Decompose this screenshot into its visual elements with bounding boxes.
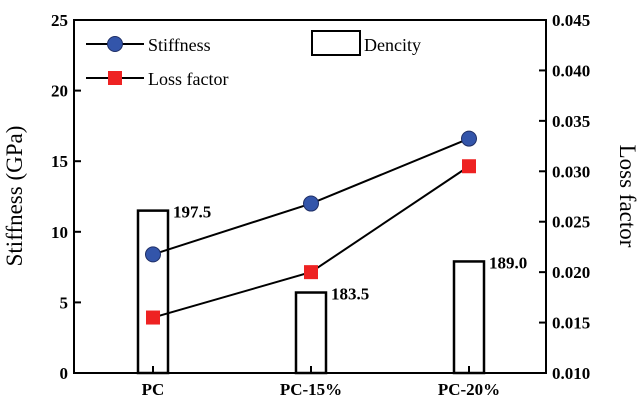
x-tick-label: PC-20%	[438, 380, 500, 399]
density-label: 183.5	[331, 285, 369, 304]
x-axis-ticks: PC PC-15% PC-20%	[142, 366, 500, 399]
density-bars	[136, 209, 486, 375]
legend-stiffness-marker	[107, 36, 123, 52]
legend-stiffness-label: Stiffness	[148, 35, 211, 55]
loss-factor-point	[304, 265, 318, 280]
legend: Stiffness Loss factor Dencity	[86, 30, 421, 89]
legend-loss-marker	[108, 71, 122, 85]
left-tick-label: 10	[51, 223, 68, 242]
right-tick-label: 0.035	[552, 112, 590, 131]
legend-density-label: Dencity	[364, 35, 421, 55]
right-tick-label: 0.045	[552, 11, 590, 30]
x-tick-label: PC-15%	[280, 380, 342, 399]
right-tick-label: 0.040	[552, 61, 590, 80]
right-tick-label: 0.030	[552, 162, 590, 181]
right-tick-label: 0.010	[552, 364, 590, 383]
right-tick-label: 0.020	[552, 263, 590, 282]
loss-factor-point	[462, 159, 476, 174]
series-markers	[145, 130, 477, 325]
series-lines	[152, 137, 470, 319]
right-axis-title: Loss factor	[615, 145, 637, 248]
right-tick-label: 0.015	[552, 314, 590, 333]
left-axis-title: Stiffness (GPa)	[2, 126, 27, 267]
left-tick-label: 25	[51, 11, 68, 30]
right-axis-ticks: 0.010 0.015 0.020 0.025 0.030 0.035 0.040 0.045	[539, 11, 590, 383]
left-axis-ticks: 0 5 10 15 20 25	[51, 11, 81, 383]
density-labels: 197.5 183.5 189.0	[173, 203, 527, 304]
left-tick-label: 15	[51, 152, 68, 171]
density-label: 189.0	[489, 253, 527, 272]
loss-factor-point	[146, 310, 160, 325]
stiffness-point	[461, 130, 477, 147]
stiffness-point	[303, 195, 319, 212]
density-label: 197.5	[173, 203, 211, 222]
density-bar	[136, 209, 170, 375]
right-tick-label: 0.025	[552, 213, 590, 232]
density-bar	[294, 291, 328, 375]
left-tick-label: 20	[51, 82, 68, 101]
legend-loss-label: Loss factor	[148, 69, 228, 89]
left-tick-label: 5	[60, 293, 69, 312]
x-tick-label: PC	[142, 380, 165, 399]
density-bar	[452, 260, 486, 375]
left-tick-label: 0	[60, 364, 69, 383]
legend-density-swatch	[311, 30, 361, 56]
stiffness-point	[145, 246, 161, 263]
